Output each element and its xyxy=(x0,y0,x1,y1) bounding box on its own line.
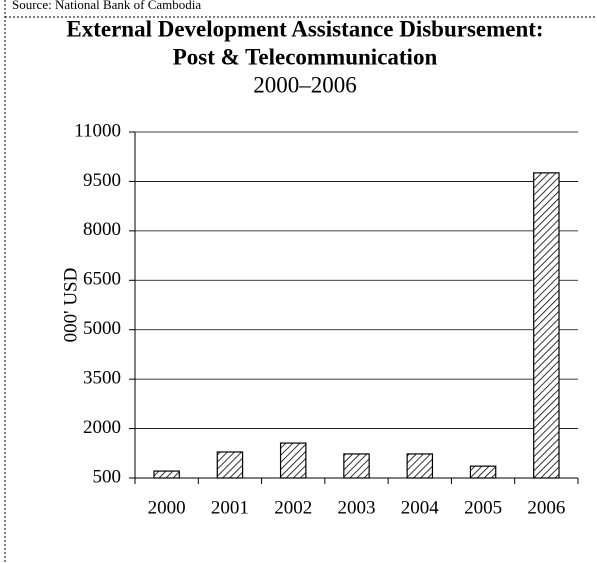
bar xyxy=(343,453,370,479)
bar xyxy=(533,172,560,479)
x-tick-label: 2002 xyxy=(274,497,312,518)
y-tick-label: 500 xyxy=(93,466,122,487)
y-tick-label: 11000 xyxy=(74,120,121,141)
y-tick-label: 9500 xyxy=(83,170,121,191)
source-note: Source: National Bank of Cambodia xyxy=(12,0,201,12)
x-tick-label: 2005 xyxy=(464,497,502,518)
y-axis-label: 000' USD xyxy=(60,268,81,343)
bar xyxy=(406,453,434,479)
y-tick-label: 6500 xyxy=(83,269,121,290)
bar xyxy=(469,465,497,479)
x-tick-label: 2004 xyxy=(401,497,440,518)
chart-subtitle: 2000–2006 xyxy=(253,72,357,97)
chart-title: Post & Telecommunication xyxy=(173,44,438,69)
x-tick-label: 2003 xyxy=(338,497,376,518)
x-tick-label: 2000 xyxy=(148,497,186,518)
y-tick-label: 8000 xyxy=(83,219,121,240)
bar xyxy=(216,451,244,479)
bar xyxy=(153,470,180,479)
x-tick-label: 2001 xyxy=(211,497,249,518)
y-tick-label: 3500 xyxy=(83,368,121,389)
y-tick-label: 2000 xyxy=(83,417,121,438)
x-tick-label: 2006 xyxy=(527,497,565,518)
chart-title: External Development Assistance Disburse… xyxy=(66,16,543,41)
y-tick-label: 5000 xyxy=(83,318,121,339)
bar xyxy=(279,442,307,479)
